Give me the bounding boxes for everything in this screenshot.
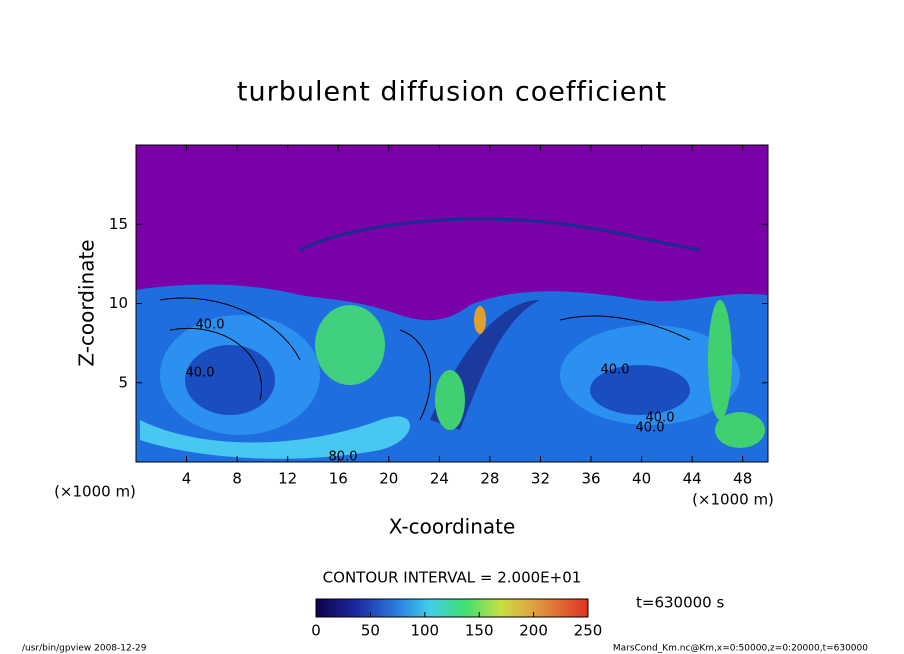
y-axis-label: Z-coordinate [75,239,99,366]
colorbar-tick-label: 200 [519,622,548,640]
time-label: t=630000 s [636,594,724,612]
x-tick-label: 44 [683,470,702,488]
footer-right: MarsCond_Km.nc@Km,x=0:50000,z=0:20000,t=… [613,644,868,654]
contour-label: 40.0 [646,411,675,426]
colorbar-tick-label: 100 [410,622,439,640]
x-tick-label: 48 [733,470,752,488]
contour-label: 40.0 [196,318,225,333]
x-tick-label: 16 [329,470,348,488]
footer-left: /usr/bin/gpview 2008-12-29 [22,644,147,654]
x-tick-label: 32 [531,470,550,488]
contour-interval: CONTOUR INTERVAL = 2.000E+01 [323,569,582,587]
x-tick-label: 8 [232,470,242,488]
y-tick-label: 10 [109,294,128,312]
x-tick-label: 12 [278,470,297,488]
colorbar-tick-label: 0 [311,622,321,640]
x-tick-label: 20 [379,470,398,488]
chart-title: turbulent diffusion coefficient [237,77,667,108]
x-tick-label: 40 [632,470,651,488]
x-unit-label: (×1000 m) [54,483,136,501]
x-tick-label: 28 [480,470,499,488]
contour-label: 80.0 [329,450,358,465]
x-unit-label: (×1000 m) [692,491,774,509]
y-tick-label: 15 [109,215,128,233]
colorbar-tick-label: 50 [361,622,380,640]
contour-label: 40.0 [601,363,630,378]
field [136,145,768,462]
y-tick-label: 5 [118,373,128,391]
x-tick-label: 36 [581,470,600,488]
contour-label: 40.0 [186,366,215,381]
x-tick-label: 24 [430,470,449,488]
contour-label: 40.0 [636,421,665,436]
x-axis-label: X-coordinate [389,515,516,539]
colorbar-tick-label: 150 [465,622,494,640]
colorbar [315,598,589,618]
colorbar-tick-label: 250 [574,622,603,640]
x-tick-label: 4 [182,470,192,488]
